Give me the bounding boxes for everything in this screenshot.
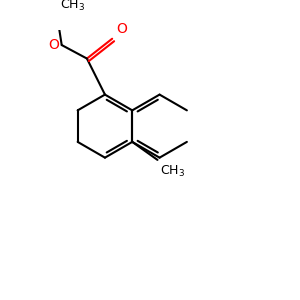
Text: O: O: [116, 22, 127, 36]
Text: CH$_3$: CH$_3$: [160, 164, 185, 178]
Text: CH$_3$: CH$_3$: [60, 0, 85, 13]
Text: O: O: [48, 38, 59, 52]
